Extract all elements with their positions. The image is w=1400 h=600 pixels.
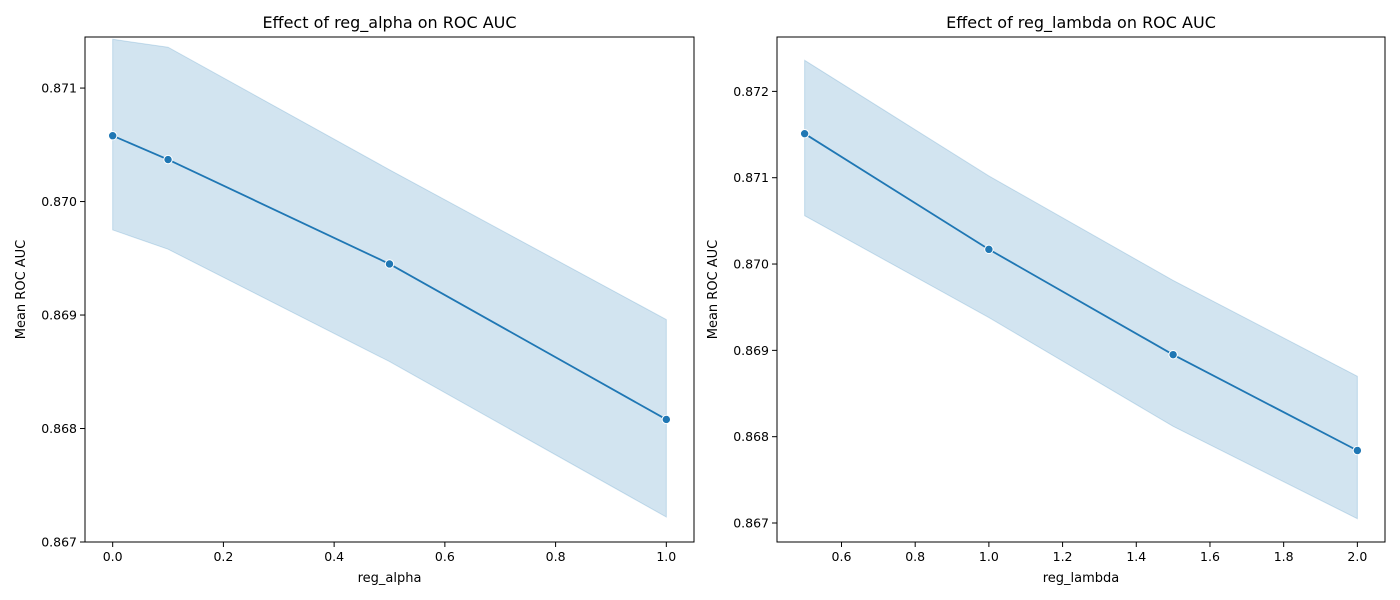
x-tick-label: 0.2	[213, 549, 233, 564]
series-line	[804, 132, 1358, 452]
y-tick-label: 0.867	[41, 535, 77, 550]
series-line	[112, 134, 667, 421]
x-tick-label: 1.6	[1200, 549, 1220, 564]
x-axis-label: reg_alpha	[358, 571, 422, 586]
x-tick-label: 0.4	[324, 549, 344, 564]
y-tick-label: 0.868	[41, 421, 77, 436]
plot-area	[107, 38, 672, 518]
plot-area	[799, 59, 1363, 520]
x-tick-label: 1.0	[979, 549, 999, 564]
y-tick-label: 0.871	[733, 170, 769, 185]
x-tick-label: 0.0	[103, 549, 123, 564]
data-point	[384, 259, 395, 269]
x-tick-label: 0.6	[832, 549, 852, 564]
y-tick-label: 0.869	[41, 308, 77, 323]
x-tick-label: 1.4	[1126, 549, 1146, 564]
x-tick-label: 0.8	[905, 549, 925, 564]
y-tick-label: 0.872	[733, 84, 769, 99]
axes-frame	[776, 36, 1386, 543]
data-point	[107, 131, 118, 141]
chart-panel-reg-alpha: Effect of reg_alpha on ROC AUC reg_alpha…	[14, 13, 695, 586]
confidence-band	[112, 38, 667, 518]
y-tick-label: 0.869	[733, 343, 769, 358]
confidence-band	[804, 59, 1358, 520]
axes-frame	[84, 36, 695, 543]
y-axis-label: Mean ROC AUC	[14, 240, 29, 340]
x-tick-label: 0.8	[546, 549, 566, 564]
chart-panel-reg-lambda: Effect of reg_lambda on ROC AUC reg_lamb…	[706, 13, 1386, 586]
x-tick-label: 1.2	[1053, 549, 1073, 564]
x-tick-label: 1.0	[656, 549, 676, 564]
x-tick-label: 0.6	[435, 549, 455, 564]
y-tick-label: 0.871	[41, 81, 77, 96]
y-tick-label: 0.868	[733, 429, 769, 444]
data-point	[799, 128, 810, 139]
data-point	[661, 414, 672, 425]
chart-title: Effect of reg_lambda on ROC AUC	[946, 13, 1216, 33]
x-axis-label: reg_lambda	[1043, 571, 1120, 586]
y-tick-label: 0.867	[733, 516, 769, 531]
x-tick-label: 2.0	[1347, 549, 1367, 564]
y-tick-label: 0.870	[733, 257, 769, 272]
data-point	[984, 244, 994, 255]
data-point	[163, 154, 173, 165]
y-tick-label: 0.870	[41, 194, 77, 209]
chart-title: Effect of reg_alpha on ROC AUC	[262, 13, 516, 33]
data-point	[1352, 445, 1363, 456]
y-axis-label: Mean ROC AUC	[706, 240, 721, 340]
data-point	[1168, 349, 1178, 360]
x-tick-label: 1.8	[1274, 549, 1294, 564]
